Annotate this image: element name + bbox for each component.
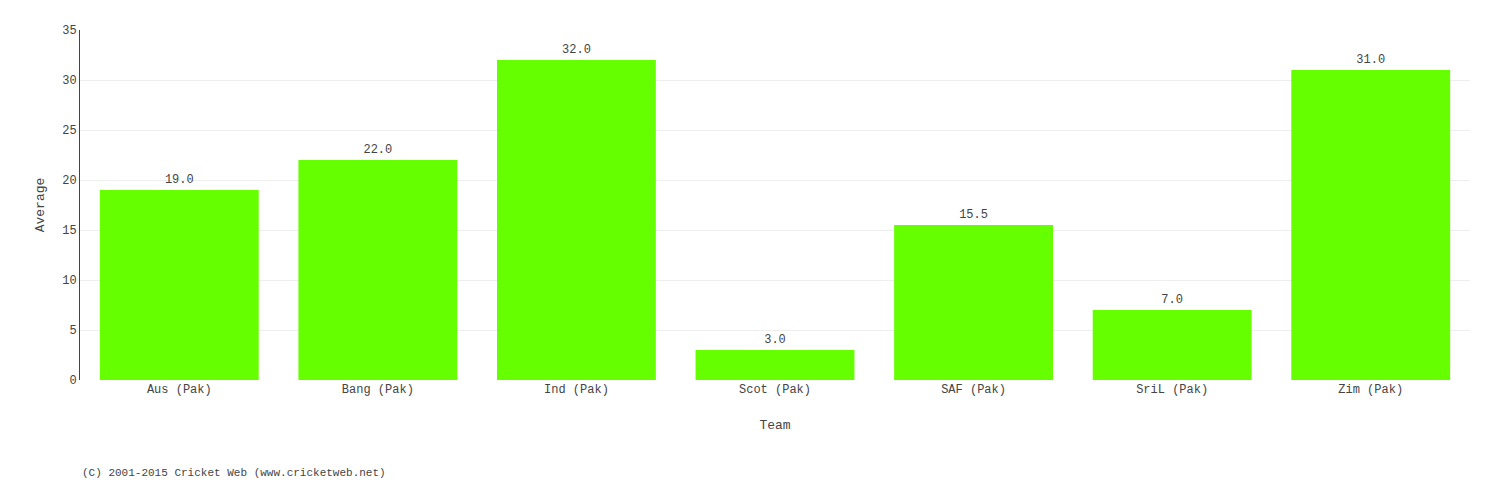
svg-text:Average: Average [33,178,48,233]
svg-text:Team: Team [759,418,790,433]
svg-text:Ind (Pak): Ind (Pak) [544,383,609,397]
svg-text:15: 15 [62,224,76,238]
svg-text:7.0: 7.0 [1161,293,1183,307]
svg-text:SAF (Pak): SAF (Pak) [941,383,1006,397]
svg-text:25: 25 [62,124,76,138]
svg-text:SriL (Pak): SriL (Pak) [1136,383,1208,397]
svg-text:Bang (Pak): Bang (Pak) [342,383,414,397]
svg-text:0: 0 [69,374,76,388]
svg-text:(C) 2001-2015 Cricket Web (www: (C) 2001-2015 Cricket Web (www.cricketwe… [82,467,386,479]
svg-text:35: 35 [62,24,76,38]
svg-text:Scot (Pak): Scot (Pak) [739,383,811,397]
svg-text:22.0: 22.0 [363,143,392,157]
svg-text:31.0: 31.0 [1356,53,1385,67]
svg-text:Aus (Pak): Aus (Pak) [147,383,212,397]
svg-text:30: 30 [62,74,76,88]
svg-text:20: 20 [62,174,76,188]
svg-text:19.0: 19.0 [165,173,194,187]
svg-text:32.0: 32.0 [562,43,591,57]
svg-text:3.0: 3.0 [764,333,786,347]
svg-text:10: 10 [62,274,76,288]
svg-text:Zim (Pak): Zim (Pak) [1338,383,1403,397]
svg-text:15.5: 15.5 [959,208,988,222]
svg-text:5: 5 [69,324,76,338]
